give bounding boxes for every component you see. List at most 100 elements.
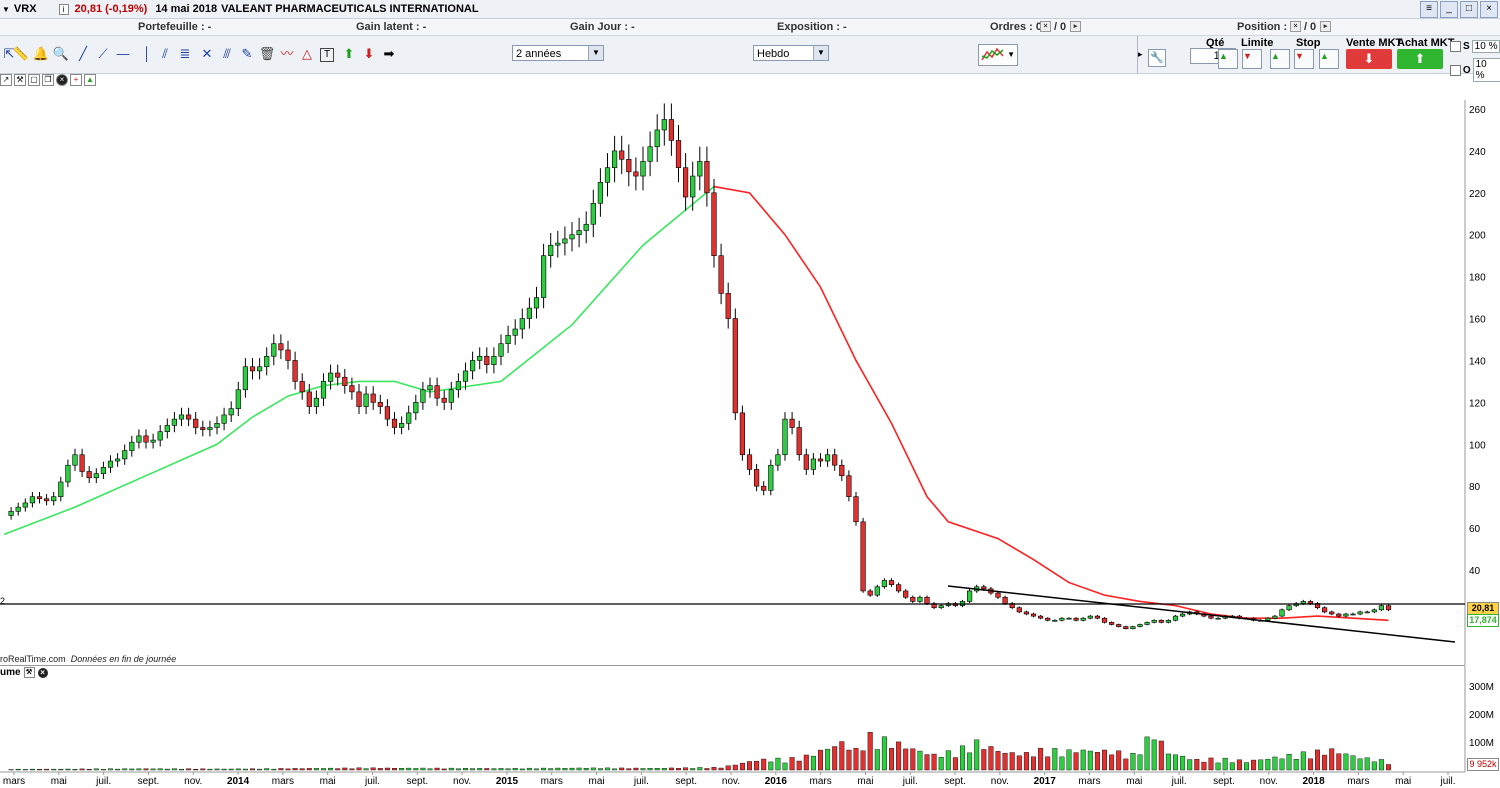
candle-body — [938, 605, 944, 609]
trash-icon[interactable]: 🗑 — [258, 46, 276, 61]
panel-collapse-icon[interactable]: ▸ — [1138, 49, 1143, 59]
volume-bar — [491, 768, 497, 771]
hline-icon[interactable]: — — [116, 46, 130, 61]
candle-body — [824, 454, 831, 462]
wrench-icon[interactable]: ⚒ — [14, 74, 26, 86]
volume-bar — [406, 767, 412, 771]
alert-bell-icon[interactable]: 🔔 — [32, 46, 50, 61]
candle-body — [1052, 619, 1058, 622]
cursor-icon[interactable]: ⇱ — [3, 46, 15, 61]
cross-icon[interactable]: ✕ — [201, 46, 213, 61]
volume-bar — [981, 749, 987, 771]
candle-body — [228, 408, 234, 416]
volume-bar — [1187, 759, 1193, 771]
candle-body — [278, 343, 284, 351]
right-arrow-icon[interactable]: ➡ — [383, 46, 395, 61]
dropdown-arrow-icon[interactable]: ▼ — [2, 4, 10, 14]
pen-icon[interactable]: ✎ — [241, 46, 253, 61]
volume-bar — [484, 768, 490, 771]
candle-body — [413, 402, 419, 414]
candle-body — [136, 435, 142, 443]
stop-sell-button[interactable]: ▼ — [1294, 49, 1314, 69]
candle-body — [810, 458, 816, 470]
stop-checkbox[interactable] — [1450, 41, 1461, 52]
candle-body — [327, 372, 334, 382]
position-detail-icon[interactable]: ▸ — [1320, 21, 1331, 32]
minimize-icon[interactable]: _ — [1440, 1, 1458, 18]
volume-bar — [1357, 758, 1363, 771]
candle-body — [796, 427, 802, 456]
volume-bar — [1066, 749, 1072, 771]
period-select[interactable]: 2 années ▼ — [512, 45, 604, 61]
volume-bar — [427, 768, 433, 771]
sell-arrow-icon[interactable]: ⬇ — [363, 46, 375, 61]
indicator-menu-button[interactable]: ▼ — [978, 44, 1018, 66]
volume-bar — [768, 761, 774, 771]
portfolio-info-bar: Portefeuille : - Gain latent : - Gain Jo… — [0, 19, 1500, 36]
candle-body — [1087, 615, 1093, 619]
candle-body — [1109, 622, 1115, 625]
limit-buy-button[interactable]: ▲ — [1218, 49, 1238, 69]
volume-bar — [512, 768, 518, 771]
volume-bar — [455, 768, 461, 771]
wrench-icon[interactable]: 🔧 — [1148, 49, 1166, 67]
wave-icon[interactable]: 〰 — [280, 46, 294, 61]
volume-bar — [129, 768, 135, 771]
o-percent-input[interactable]: 10 % — [1472, 58, 1500, 82]
order-panel: ▸ 🔧 Qté 100 Limite ▲ ▼ Stop ▲ ▼ ▲ Vente … — [1137, 36, 1500, 82]
vente-label: Vente MKT — [1346, 37, 1403, 49]
fibonacci-icon[interactable]: ≣ — [179, 46, 191, 61]
maximize-icon[interactable]: □ — [1460, 1, 1478, 18]
stop-buy-button[interactable]: ▲ — [1270, 49, 1290, 69]
ordres-clear-icon[interactable]: × — [1040, 21, 1051, 32]
close-icon[interactable]: × — [1480, 1, 1498, 18]
wrench-icon[interactable]: ⚒ — [23, 667, 35, 678]
pin-icon[interactable]: ↗ — [0, 74, 12, 86]
market-buy-button[interactable]: ⬆ — [1397, 49, 1443, 69]
add-indicator-icon[interactable]: + — [70, 74, 82, 86]
duplicate-icon[interactable]: ❐ — [42, 74, 54, 86]
zoom-icon[interactable]: 🔍 — [52, 46, 70, 61]
interval-select[interactable]: Hebdo ▼ — [753, 45, 829, 61]
candle-body — [1116, 624, 1122, 627]
volume-bar — [640, 768, 646, 771]
time-tick-label: sept. — [138, 776, 160, 787]
volume-bar — [1116, 750, 1122, 771]
vline-icon[interactable]: │ — [142, 46, 152, 61]
position-clear-icon[interactable]: × — [1290, 21, 1301, 32]
channel-icon[interactable]: ⫽ — [162, 46, 168, 61]
line-icon[interactable]: ╱ — [79, 46, 87, 61]
list-icon[interactable]: ≡ — [1420, 1, 1438, 18]
market-sell-button[interactable]: ⬇ — [1346, 49, 1392, 69]
candle-body — [1364, 611, 1370, 614]
credit-source: roRealTime.com — [0, 654, 66, 664]
candle-body — [79, 454, 85, 472]
close-icon[interactable]: × — [56, 74, 68, 86]
limit-sell-button[interactable]: ▼ — [1242, 49, 1262, 69]
time-tick-label: mai — [857, 776, 873, 787]
candle-body — [370, 393, 376, 403]
s-percent-input[interactable]: 10 % — [1471, 40, 1500, 53]
move-up-icon[interactable]: ▲ — [84, 74, 96, 86]
volume-bar — [1158, 740, 1164, 771]
volume-bar — [1123, 758, 1129, 771]
buy-arrow-icon[interactable]: ⬆ — [343, 46, 355, 61]
ordres-detail-icon[interactable]: ▸ — [1070, 21, 1081, 32]
text-icon[interactable]: T — [320, 48, 334, 62]
stop-extra-button[interactable]: ▲ — [1319, 49, 1339, 69]
volume-bar — [747, 761, 753, 771]
price-tick-label: 100 — [1469, 440, 1486, 451]
close-icon[interactable]: × — [37, 667, 48, 678]
triangle-icon[interactable]: △ — [302, 46, 312, 61]
volume-bar — [945, 750, 951, 771]
objective-checkbox[interactable] — [1450, 64, 1461, 76]
parallel-icon[interactable]: ⫻ — [223, 46, 231, 61]
candle-body — [1215, 617, 1221, 620]
info-icon[interactable]: i — [58, 3, 69, 15]
candle-body — [1158, 619, 1164, 623]
window-icon[interactable]: ▢ — [28, 74, 40, 86]
trendline-icon[interactable]: ⟋ — [98, 46, 108, 61]
ruler-icon[interactable]: 📏 — [12, 46, 30, 61]
volume-bar — [711, 767, 717, 771]
